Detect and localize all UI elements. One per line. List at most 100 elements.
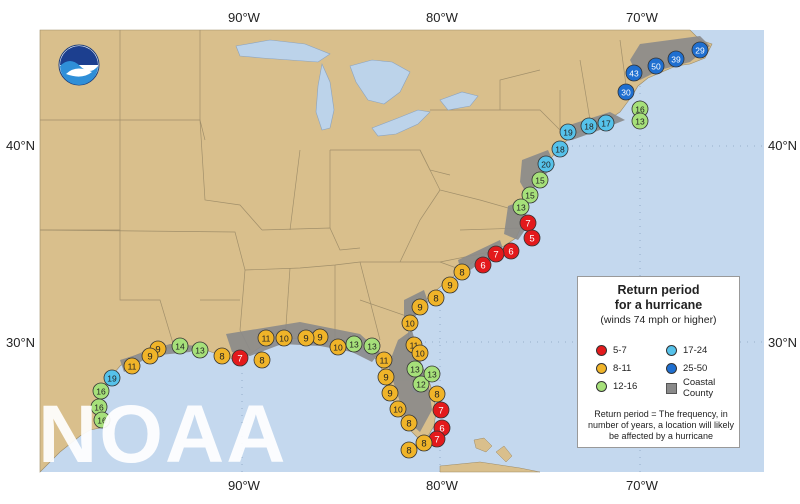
return-period-marker: 9 <box>441 276 459 294</box>
return-period-marker-circle <box>103 369 121 387</box>
return-period-marker-label: 6 <box>480 261 485 272</box>
return-period-marker-circle <box>625 64 643 82</box>
return-period-marker: 7 <box>432 401 450 419</box>
lon-label-bottom-80w: 80°W <box>426 478 458 493</box>
return-period-marker-label: 15 <box>535 176 545 186</box>
lon-label-top-80w: 80°W <box>426 10 458 25</box>
lat-label-left-40n: 40°N <box>6 138 36 153</box>
return-period-marker: 8 <box>428 385 446 403</box>
return-period-marker-circle <box>531 171 549 189</box>
return-period-marker: 10 <box>329 338 347 356</box>
return-period-marker-circle <box>141 347 159 365</box>
return-period-marker: 10 <box>411 344 429 362</box>
return-period-marker: 18 <box>551 140 569 158</box>
return-period-marker-circle <box>411 344 429 362</box>
legend-label-25-50: 25-50 <box>683 363 708 374</box>
return-period-marker: 30 <box>617 83 635 101</box>
return-period-marker-circle <box>423 365 441 383</box>
return-period-marker-circle <box>647 57 665 75</box>
return-period-marker: 15 <box>521 186 539 204</box>
return-period-marker-label: 7 <box>493 250 498 261</box>
return-period-marker-circle <box>253 351 271 369</box>
return-period-marker: 7 <box>487 245 505 263</box>
return-period-marker: 9 <box>411 298 429 316</box>
lon-label-top-90w: 90°W <box>228 10 260 25</box>
return-period-marker-label: 10 <box>393 405 403 415</box>
return-period-marker-circle <box>231 349 249 367</box>
return-period-marker: 13 <box>363 337 381 355</box>
return-period-marker: 13 <box>631 112 649 130</box>
return-period-marker: 39 <box>667 50 685 68</box>
legend-label-5-7: 5-7 <box>613 345 627 356</box>
return-period-marker-label: 6 <box>508 247 513 258</box>
return-period-marker-circle <box>257 329 275 347</box>
return-period-marker-circle <box>363 337 381 355</box>
return-period-marker: 16 <box>92 382 110 400</box>
return-period-marker-label: 13 <box>516 203 526 213</box>
return-period-marker-circle <box>412 375 430 393</box>
return-period-marker-circle <box>551 140 569 158</box>
return-period-marker-label: 20 <box>541 160 551 170</box>
return-period-marker-circle <box>427 289 445 307</box>
return-period-marker-circle <box>123 357 141 375</box>
legend-item-coastal-county: Coastal County <box>666 377 736 399</box>
return-period-marker: 8 <box>400 441 418 459</box>
return-period-marker-label: 10 <box>279 334 289 344</box>
return-period-marker-label: 16 <box>94 403 104 413</box>
return-period-marker-circle <box>275 329 293 347</box>
return-period-marker-label: 7 <box>434 435 439 446</box>
return-period-marker-circle <box>432 401 450 419</box>
legend-item-8-11: 8-11 <box>596 363 631 374</box>
return-period-marker: 9 <box>311 328 329 346</box>
return-period-marker-label: 8 <box>459 268 464 279</box>
return-period-marker: 19 <box>103 369 121 387</box>
return-period-marker: 9 <box>297 329 315 347</box>
return-period-marker-circle <box>559 123 577 141</box>
legend-label-8-11: 8-11 <box>613 363 632 374</box>
return-period-marker-circle <box>512 198 530 216</box>
legend-title-line2: for a hurricane <box>614 298 703 312</box>
return-period-marker-circle <box>580 117 598 135</box>
return-period-marker-circle <box>377 368 395 386</box>
return-period-marker-label: 13 <box>635 117 645 127</box>
return-period-marker: 20 <box>537 155 555 173</box>
return-period-marker-label: 9 <box>383 373 388 384</box>
return-period-marker: 19 <box>559 123 577 141</box>
return-period-marker-circle <box>191 341 209 359</box>
return-period-marker-circle <box>631 112 649 130</box>
return-period-marker: 13 <box>423 365 441 383</box>
return-period-marker-label: 9 <box>317 333 322 344</box>
return-period-marker-circle <box>213 347 231 365</box>
return-period-marker: 11 <box>375 351 393 369</box>
return-period-marker-label: 39 <box>671 55 681 65</box>
return-period-marker: 9 <box>377 368 395 386</box>
return-period-marker-label: 13 <box>367 342 377 352</box>
return-period-marker-circle <box>474 256 492 274</box>
return-period-marker-label: 16 <box>97 416 107 426</box>
return-period-marker-circle <box>428 385 446 403</box>
legend-title-line1: Return period <box>617 283 700 297</box>
return-period-marker: 50 <box>647 57 665 75</box>
return-period-marker-label: 13 <box>195 346 205 356</box>
return-period-marker-circle <box>411 298 429 316</box>
return-period-marker-label: 5 <box>529 234 534 245</box>
return-period-marker-label: 19 <box>563 128 573 138</box>
return-period-marker: 13 <box>191 341 209 359</box>
return-period-marker-label: 9 <box>155 345 160 356</box>
return-period-marker: 10 <box>389 400 407 418</box>
lat-label-left-30n: 30°N <box>6 335 36 350</box>
return-period-marker-label: 10 <box>405 319 415 329</box>
return-period-marker-label: 16 <box>635 105 645 115</box>
return-period-marker: 8 <box>415 434 433 452</box>
return-period-marker: 6 <box>474 256 492 274</box>
return-period-marker-circle <box>415 434 433 452</box>
return-period-marker-label: 9 <box>447 281 452 292</box>
return-period-marker: 16 <box>90 398 108 416</box>
return-period-marker-circle <box>375 351 393 369</box>
return-period-marker-label: 9 <box>417 303 422 314</box>
return-period-marker-label: 15 <box>525 191 535 201</box>
legend-swatch-coastal-county <box>666 382 677 394</box>
return-period-marker-label: 10 <box>333 343 343 353</box>
return-period-marker-label: 11 <box>380 356 389 366</box>
